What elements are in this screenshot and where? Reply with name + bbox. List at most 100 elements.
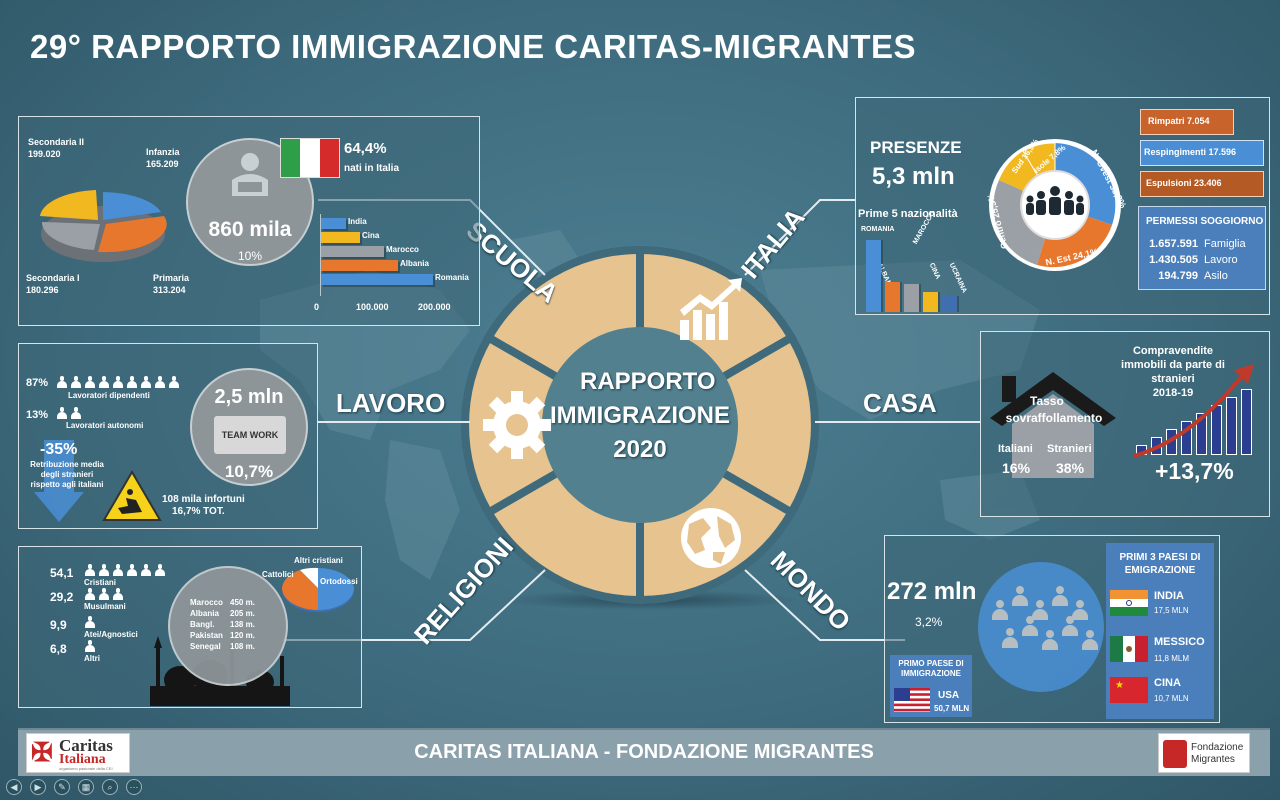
infortuni-line1: 108 mila infortuni bbox=[162, 494, 245, 505]
person-icon bbox=[154, 564, 166, 577]
bar-label-india: India bbox=[348, 217, 367, 226]
bar-marocco bbox=[321, 246, 384, 257]
down-arrow-icon bbox=[34, 440, 84, 522]
person-icon-body bbox=[85, 381, 95, 388]
warning-sign-icon bbox=[102, 470, 162, 521]
more-options-button[interactable]: ⋯ bbox=[126, 779, 142, 795]
crowd-person-icon-body bbox=[1082, 639, 1098, 650]
religion-value: 6,8 bbox=[50, 642, 67, 656]
person-icon-head bbox=[59, 376, 65, 381]
em-cina-label: CINA bbox=[1154, 677, 1181, 689]
compravendite-title: Compravendite immobili da parte di stranie… bbox=[1121, 345, 1225, 399]
presenze-value: 5,3 mln bbox=[872, 163, 955, 190]
person-icon-head bbox=[101, 376, 107, 381]
person-icon-head bbox=[87, 588, 93, 593]
person-icon bbox=[84, 640, 96, 653]
growth-arrow-icon bbox=[1133, 364, 1254, 458]
em-india-label: INDIA bbox=[1154, 590, 1184, 602]
infortuni-line2: 16,7% TOT. bbox=[172, 506, 225, 517]
caritas-logo: ✠ Caritas Italiana organismo pastorale d… bbox=[26, 733, 130, 773]
india-flag-icon bbox=[1110, 590, 1148, 617]
person-icon bbox=[98, 376, 110, 389]
permesso-famiglia-value: 1.657.591 bbox=[1149, 238, 1198, 250]
crowd-person-icon-head bbox=[1006, 628, 1014, 636]
person-icon-body bbox=[113, 569, 123, 576]
nat-bar-4 bbox=[942, 296, 957, 312]
footer-text: CARITAS ITALIANA - FONDAZIONE MIGRANTES bbox=[414, 741, 874, 763]
crowd-person-icon-head bbox=[1046, 630, 1054, 638]
crowd-person-icon-body bbox=[1062, 625, 1078, 636]
tasso-line1: Tasso bbox=[1030, 394, 1064, 408]
crowd-person-icon-body bbox=[992, 609, 1008, 620]
person-icon bbox=[140, 564, 152, 577]
person-icon-head bbox=[87, 640, 93, 645]
crowd-person-icon-head bbox=[1026, 616, 1034, 624]
country-name: Bangl. bbox=[190, 620, 215, 629]
lavoro-pct: 10,7% bbox=[224, 462, 274, 481]
person-icon bbox=[84, 564, 96, 577]
person-icon bbox=[154, 376, 166, 389]
religion-value: 29,2 bbox=[50, 590, 74, 604]
compravendite-bar-6 bbox=[1226, 397, 1237, 455]
em-messico-value: 11,8 MLM bbox=[1154, 654, 1189, 663]
country-value: 138 m. bbox=[230, 620, 255, 629]
person-icon-body bbox=[169, 381, 179, 388]
person-icon bbox=[70, 376, 82, 389]
person-icon-head bbox=[73, 376, 79, 381]
prev-slide-button[interactable]: ◀ bbox=[6, 779, 22, 795]
person-icon bbox=[98, 564, 110, 577]
person-icon-head bbox=[87, 616, 93, 621]
crowd-person-icon-body bbox=[1022, 625, 1038, 636]
person-icon-head bbox=[87, 376, 93, 381]
region-donut bbox=[989, 139, 1121, 271]
person-icon bbox=[56, 376, 68, 389]
globe-icon bbox=[681, 508, 741, 568]
primi-title: PRIMI 3 PAESI DI EMIGRAZIONE bbox=[1119, 552, 1201, 576]
religioni-pie bbox=[282, 567, 354, 612]
crowd-person-icon-head bbox=[1076, 600, 1084, 608]
pen-tool-button[interactable]: ✎ bbox=[54, 779, 70, 795]
nat-bar-1 bbox=[885, 282, 900, 312]
em-cina-value: 10,7 MLN bbox=[1154, 694, 1189, 703]
person-icon-body bbox=[155, 569, 165, 576]
dip-label: Lavoratori dipendenti bbox=[68, 391, 150, 400]
bar-label-romania: Romania bbox=[435, 273, 469, 282]
label-lavoro: LAVORO bbox=[336, 388, 446, 418]
nat-bar-0 bbox=[866, 240, 881, 312]
person-icon-body bbox=[99, 381, 109, 388]
crowd-person-icon-body bbox=[1012, 595, 1028, 606]
crowd-person-icon bbox=[1030, 600, 1050, 622]
usa-label: USA bbox=[938, 690, 960, 701]
permessi-box bbox=[1138, 206, 1266, 290]
person-icon bbox=[112, 376, 124, 389]
pie-label-infanzia: Infanzia 165.209 bbox=[146, 147, 180, 169]
mondo-circle bbox=[978, 562, 1104, 692]
person-icon-body bbox=[57, 412, 67, 419]
pie-label-primaria: Primaria 313.204 bbox=[153, 273, 190, 295]
crowd-person-icon-body bbox=[1032, 609, 1048, 620]
espulsioni-text: Espulsioni 23.406 bbox=[1146, 178, 1222, 188]
nat-bar-3 bbox=[923, 292, 938, 312]
usa-value: 50,7 MLN bbox=[934, 704, 970, 713]
permesso-lavoro-label: Lavoro bbox=[1204, 254, 1238, 266]
zoom-button[interactable]: ⌕ bbox=[102, 779, 118, 795]
permesso-famiglia-label: Famiglia bbox=[1204, 238, 1246, 250]
slides-grid-button[interactable]: ▦ bbox=[78, 779, 94, 795]
person-icon-body bbox=[85, 569, 95, 576]
next-slide-button[interactable]: ▶ bbox=[30, 779, 46, 795]
crowd-person-icon-head bbox=[1056, 586, 1064, 594]
religion-label: Altri bbox=[84, 654, 100, 663]
gear-icon bbox=[483, 391, 551, 459]
mondo-big-number: 272 mln bbox=[887, 578, 977, 605]
stranieri-label: Stranieri bbox=[1047, 443, 1092, 455]
aut-label: Lavoratori autonomi bbox=[66, 421, 144, 430]
mondo-pct: 3,2% bbox=[915, 615, 943, 629]
person-icon-body bbox=[85, 593, 95, 600]
crowd-person-icon bbox=[990, 600, 1010, 622]
student-icon bbox=[232, 153, 268, 196]
person-icon-body bbox=[113, 593, 123, 600]
italiani-value: 16% bbox=[1002, 460, 1031, 476]
person-icon-head bbox=[129, 564, 135, 569]
bar-label-marocco: Marocco bbox=[386, 245, 419, 254]
